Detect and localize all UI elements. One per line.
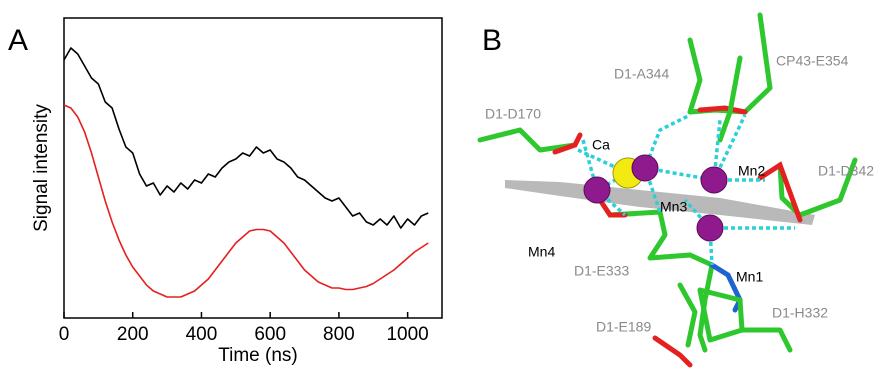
- x-tick-label: 400: [186, 324, 218, 345]
- y-axis-title: Signal intensity: [31, 104, 52, 232]
- panel-label: B: [482, 24, 502, 57]
- x-tick-label: 0: [59, 324, 70, 345]
- atom-label: Mn3: [660, 199, 687, 215]
- line-series: [64, 48, 428, 228]
- atom-label: Ca: [592, 137, 610, 153]
- residue-label: D1-E189: [596, 319, 651, 335]
- residue-label: D1-D342: [818, 163, 874, 179]
- x-tick-label: 1000: [386, 324, 428, 345]
- x-axis-title: Time (ns): [218, 345, 298, 366]
- atom-label: Mn2: [738, 163, 765, 179]
- panel-label: A: [8, 24, 28, 57]
- figure: A B Time (ns) Signal intensity: [0, 0, 889, 369]
- residue-label: D1-E333: [574, 263, 629, 279]
- x-tick-label: 600: [254, 324, 286, 345]
- atom-label: Mn1: [736, 269, 763, 285]
- atom-label: Mn4: [528, 244, 555, 260]
- structure: D1-D170 Ca D1-A344 CP43-E354 Mn2 D1-D342…: [480, 15, 874, 365]
- plot-frame: [64, 18, 442, 318]
- line-series: [64, 105, 428, 297]
- residue-label: D1-A344: [614, 66, 669, 82]
- residue-label: D1-H332: [772, 305, 828, 321]
- x-tick-label: 800: [323, 324, 355, 345]
- residue-label: D1-D170: [485, 106, 541, 122]
- residue-label: CP43-E354: [776, 53, 849, 69]
- x-tick-label: 200: [117, 324, 149, 345]
